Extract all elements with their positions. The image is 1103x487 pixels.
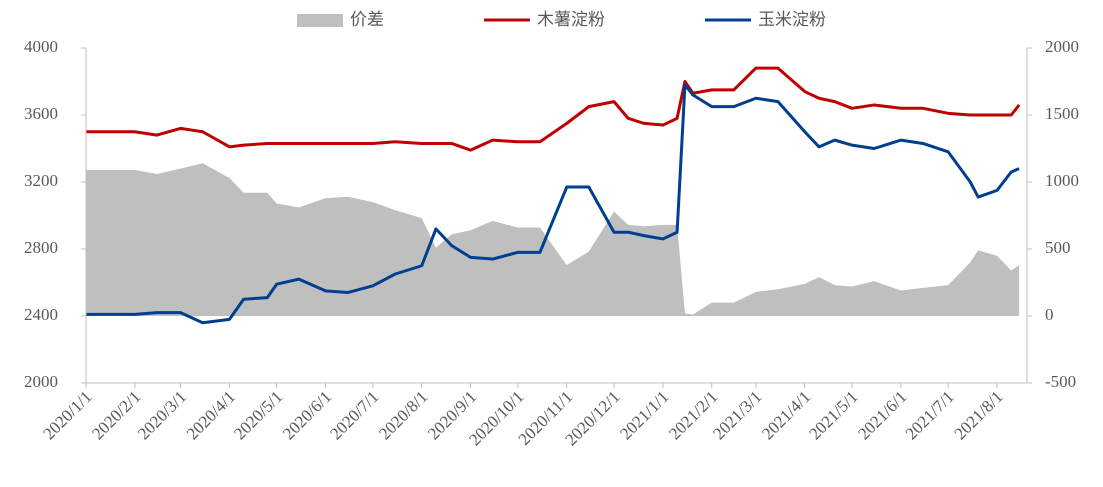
y-tick-label: 2400 (24, 305, 58, 324)
legend-swatch (297, 14, 343, 27)
line (86, 83, 1020, 325)
y-tick-label: 3200 (24, 171, 58, 190)
y2-tick-label: 1000 (1045, 171, 1079, 190)
x-tick-label: 2021/7/1 (902, 387, 958, 443)
x-tick-label: 2021/1/1 (616, 387, 672, 443)
y-tick-label: 2000 (24, 372, 58, 391)
y-tick-label: 3600 (24, 104, 58, 123)
legend-label: 木薯淀粉 (537, 10, 605, 29)
x-tick-label: 2021/4/1 (758, 387, 814, 443)
x-tick-label: 2020/1/1 (39, 387, 95, 443)
x-tick-label: 2020/4/1 (183, 387, 239, 443)
x-tick-label: 2021/8/1 (950, 387, 1006, 443)
x-tick-label: 2020/6/1 (279, 387, 335, 443)
y-tick-label: 4000 (24, 37, 58, 56)
x-tick-label: 2020/5/1 (230, 387, 286, 443)
y2-tick-label: 0 (1045, 305, 1054, 324)
x-tick-label: 2020/2/1 (88, 387, 144, 443)
y2-tick-label: 1500 (1045, 104, 1079, 123)
y-tick-label: 2800 (24, 238, 58, 257)
area (86, 163, 1020, 316)
legend-label: 价差 (350, 10, 384, 29)
x-tick-label: 2020/7/1 (326, 387, 382, 443)
x-tick-label: 2020/3/1 (134, 387, 190, 443)
legend-label: 玉米淀粉 (758, 10, 826, 29)
line (86, 66, 1021, 152)
y2-tick-label: 500 (1045, 238, 1071, 257)
x-tick-label: 2020/8/1 (375, 387, 431, 443)
x-tick-label: 2021/5/1 (805, 387, 861, 443)
y2-tick-label: -500 (1045, 372, 1076, 391)
x-tick-label: 2021/6/1 (854, 387, 910, 443)
y2-tick-label: 2000 (1045, 37, 1079, 56)
x-tick-label: 2021/3/1 (709, 387, 765, 443)
